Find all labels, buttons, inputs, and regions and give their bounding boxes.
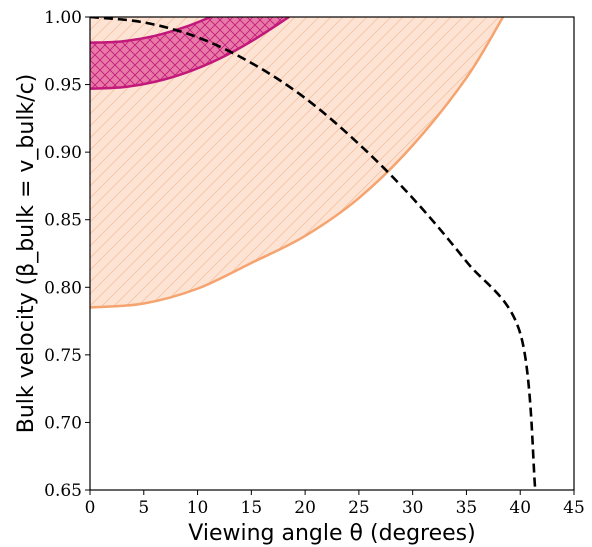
y-tick-label: 0.95 — [44, 76, 82, 96]
y-tick-label: 0.80 — [44, 278, 82, 298]
y-tick-label: 0.75 — [44, 346, 82, 366]
y-tick-label: 0.90 — [44, 143, 82, 163]
x-tick-label: 20 — [294, 498, 316, 518]
x-tick-label: 30 — [402, 498, 424, 518]
y-axis-label: Bulk velocity (β_bulk = v_bulk/c) — [14, 74, 39, 434]
band-0-lower-edge — [90, 17, 505, 309]
band-1-upper-edge — [90, 17, 211, 44]
y-tick-label: 0.85 — [44, 211, 82, 231]
x-tick-label: 40 — [509, 498, 531, 518]
x-tick-label: 0 — [85, 498, 96, 518]
y-tick-label: 0.70 — [44, 413, 82, 433]
y-tick-label: 0.65 — [44, 481, 82, 501]
x-tick-label: 10 — [187, 498, 209, 518]
x-axis-label: Viewing angle θ (degrees) — [188, 521, 475, 546]
band-1-hatch — [90, 17, 289, 89]
y-tick-label: 1.00 — [44, 8, 82, 28]
band-1-lower-edge — [90, 17, 290, 90]
plot-frame — [89, 16, 575, 491]
band-0-hatch — [90, 17, 504, 308]
x-tick-label: 5 — [138, 498, 149, 518]
x-tick-label: 35 — [456, 498, 478, 518]
x-tick-label: 45 — [563, 498, 585, 518]
x-tick-label: 25 — [348, 498, 370, 518]
x-tick-label: 15 — [241, 498, 263, 518]
